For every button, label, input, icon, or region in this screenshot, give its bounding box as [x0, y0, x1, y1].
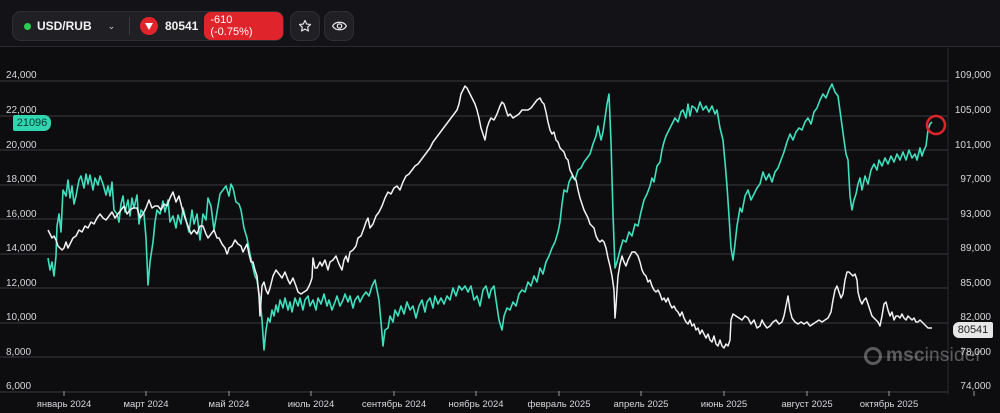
svg-text:октябрь 2025: октябрь 2025 — [860, 399, 919, 410]
x-axis-ticks — [63, 391, 975, 396]
svg-text:14,000: 14,000 — [6, 243, 37, 254]
svg-text:89,000: 89,000 — [960, 243, 991, 254]
svg-text:июнь 2025: июнь 2025 — [701, 399, 747, 410]
svg-text:74,000: 74,000 — [960, 381, 991, 392]
current-price: 80541 — [164, 19, 199, 33]
svg-text:май 2024: май 2024 — [209, 399, 250, 410]
svg-text:105,000: 105,000 — [955, 105, 992, 116]
svg-text:сентябрь 2024: сентябрь 2024 — [362, 399, 426, 410]
right-current-value-label: 80541 — [953, 322, 993, 338]
eye-icon — [331, 21, 347, 31]
favorite-button[interactable] — [290, 11, 320, 41]
watermark-bold: msc — [886, 345, 925, 366]
teal-series-line — [47, 83, 933, 351]
chevron-down-icon[interactable]: ⌄ — [107, 20, 116, 31]
svg-text:март 2024: март 2024 — [123, 399, 168, 410]
svg-text:109,000: 109,000 — [955, 70, 992, 81]
svg-text:февраль 2025: февраль 2025 — [528, 399, 591, 410]
svg-text:август 2025: август 2025 — [781, 399, 832, 410]
watch-button[interactable] — [324, 11, 354, 41]
line-chart[interactable]: 24,000 22,000 20,000 18,000 16,000 14,00… — [0, 47, 1000, 413]
left-axis: 24,000 22,000 20,000 18,000 16,000 14,00… — [6, 70, 37, 392]
svg-text:10,000: 10,000 — [6, 312, 37, 323]
x-axis-labels: январь 2024 март 2024 май 2024 июль 2024… — [37, 399, 919, 410]
msc-logo-icon — [864, 347, 882, 365]
svg-text:93,000: 93,000 — [960, 209, 991, 220]
svg-text:июль 2024: июль 2024 — [288, 399, 335, 410]
svg-text:24,000: 24,000 — [6, 70, 37, 81]
svg-text:16,000: 16,000 — [6, 209, 37, 220]
star-icon — [298, 19, 312, 32]
svg-text:97,000: 97,000 — [960, 174, 991, 185]
svg-text:82,000: 82,000 — [960, 312, 991, 323]
svg-text:101,000: 101,000 — [955, 140, 992, 151]
svg-text:апрель 2025: апрель 2025 — [614, 399, 669, 410]
watermark-logo: msc insider — [864, 345, 982, 367]
svg-text:22,000: 22,000 — [6, 105, 37, 116]
right-axis: 109,000 105,000 101,000 97,000 93,000 89… — [955, 70, 992, 392]
svg-text:18,000: 18,000 — [6, 174, 37, 185]
svg-text:20,000: 20,000 — [6, 140, 37, 151]
symbol-selector[interactable]: USD/RUB ⌄ 80541 -610 (-0.75%) — [12, 11, 284, 41]
toolbar: USD/RUB ⌄ 80541 -610 (-0.75%) — [0, 0, 1000, 47]
left-current-value-label: 21096 — [13, 115, 51, 131]
grid-lines — [0, 80, 948, 393]
latest-point-highlight — [925, 114, 947, 136]
market-status-dot — [24, 22, 31, 30]
svg-text:78,000: 78,000 — [960, 347, 991, 358]
svg-text:январь 2024: январь 2024 — [37, 399, 92, 410]
white-series-line — [47, 85, 932, 349]
svg-text:12,000: 12,000 — [6, 278, 37, 289]
triangle-down-icon — [140, 17, 158, 35]
svg-text:8,000: 8,000 — [6, 347, 31, 358]
svg-text:6,000: 6,000 — [6, 381, 31, 392]
symbol-name: USD/RUB — [36, 19, 92, 33]
svg-text:ноябрь 2024: ноябрь 2024 — [448, 399, 503, 410]
divider — [129, 17, 131, 35]
watermark-regular: insider — [924, 345, 983, 366]
price-change-badge: -610 (-0.75%) — [204, 12, 283, 40]
svg-text:85,000: 85,000 — [960, 278, 991, 289]
